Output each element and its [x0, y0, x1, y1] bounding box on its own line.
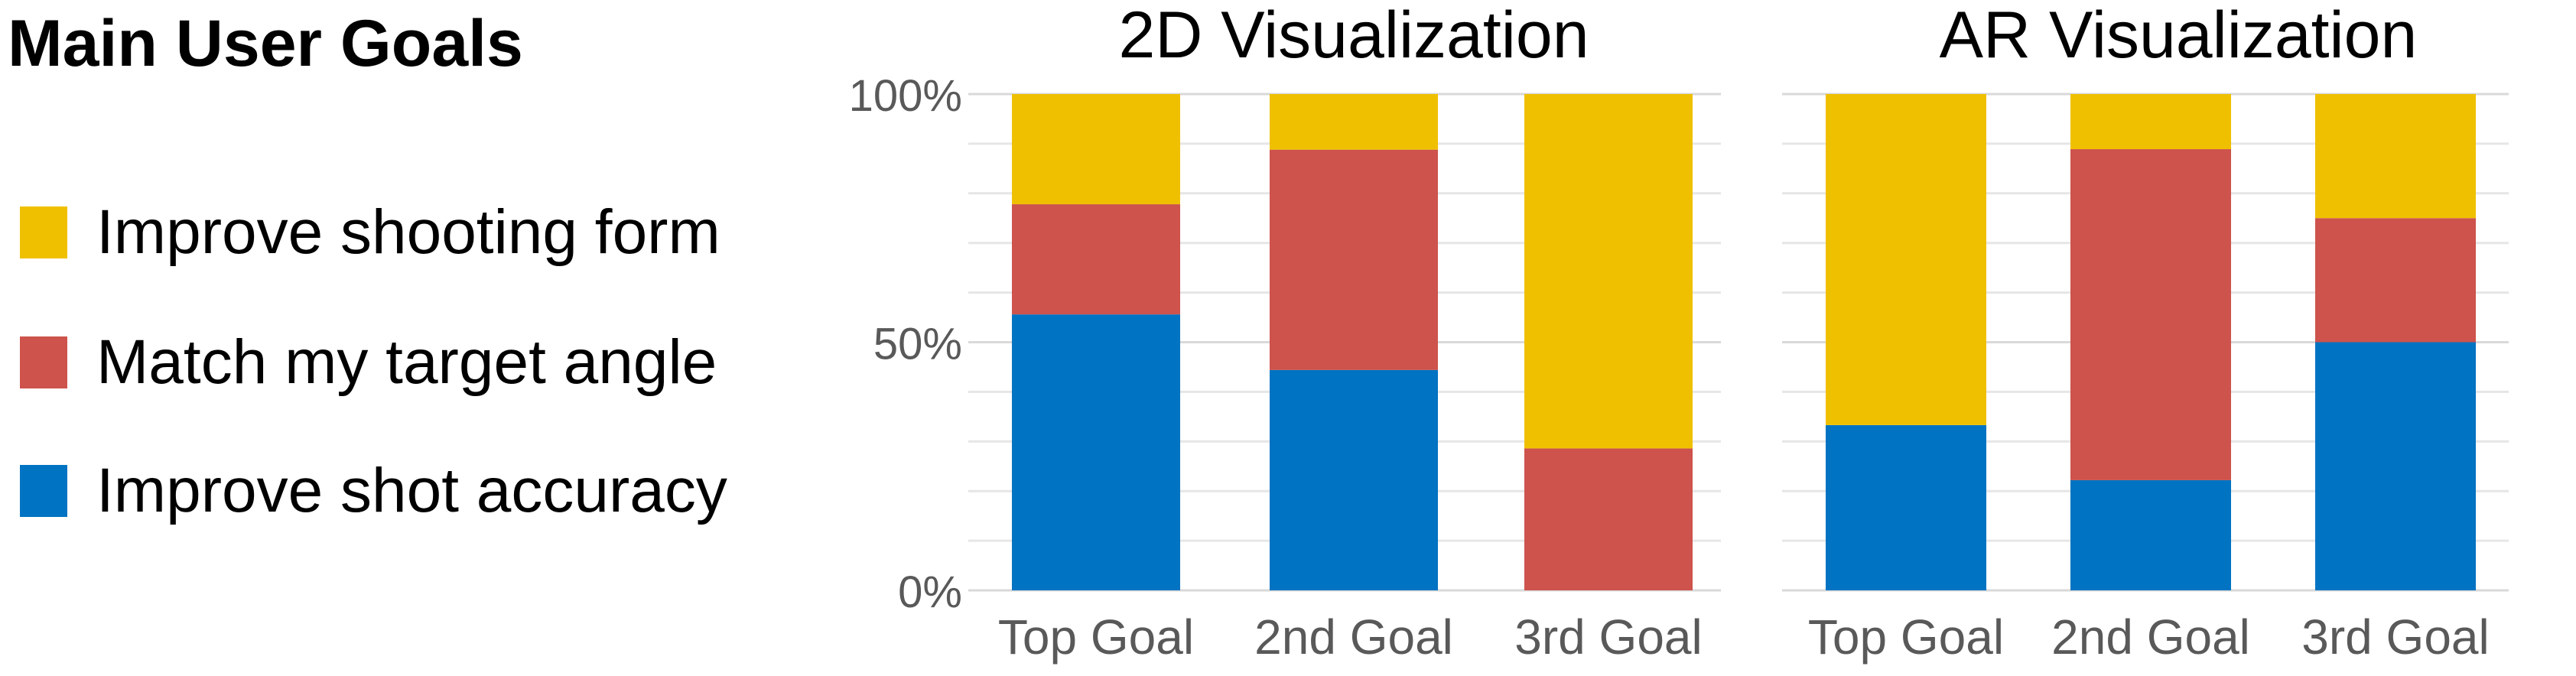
panel-2-bar-1-series-3 [1826, 94, 1986, 425]
panel-2-x-tick-label: 2nd Goal [2051, 609, 2250, 665]
legend-swatch-yellow [20, 206, 67, 258]
panel-2-bar-2-series-2 [2070, 149, 2231, 480]
panel-2-bar-3-series-3 [2315, 94, 2476, 219]
panel-1-bar-2-series-1 [1270, 369, 1438, 590]
legend-swatch-blue [20, 465, 67, 517]
panel-1-x-tick-label: Top Goal [998, 609, 1194, 665]
panel-1-x-tick-label: 3rd Goal [1514, 609, 1702, 665]
panel-2-bar-1-series-1 [1826, 424, 1986, 590]
panel-1-x-tick-label: 2nd Goal [1254, 609, 1453, 665]
panel-2-bar-3-series-2 [2315, 218, 2476, 343]
legend-swatch-red [20, 336, 67, 388]
panel-2-title: AR Visualization [1940, 0, 2418, 72]
panel-1-bar-3-series-3 [1524, 94, 1693, 449]
panel-1-bar-2-series-2 [1270, 149, 1438, 370]
panel-1-y-tick-label: 50% [873, 320, 962, 369]
panel-2-x-tick-label: 3rd Goal [2301, 609, 2489, 665]
panel-2-bar-3-series-1 [2315, 342, 2476, 590]
panel-2-bar-2-series-3 [2070, 94, 2231, 150]
legend-title: Main User Goals [8, 7, 523, 80]
panel-2-x-tick-label: Top Goal [1808, 609, 2004, 665]
panel-1-bar-1-series-1 [1012, 314, 1180, 590]
panel-1-bar-2-series-3 [1270, 94, 1438, 150]
panel-1-y-tick-label: 0% [898, 567, 962, 617]
panel-1-title: 2D Visualization [1118, 0, 1589, 72]
panel-1-y-tick-label: 100% [849, 71, 962, 121]
panel-1-bar-3-series-2 [1524, 448, 1693, 590]
legend-label: Improve shot accuracy [96, 456, 727, 525]
legend-label: Improve shooting form [96, 197, 720, 267]
panel-1-bar-1-series-3 [1012, 94, 1180, 205]
panel-2-bar-2-series-1 [2070, 479, 2231, 590]
legend-label: Match my target angle [96, 327, 717, 397]
panel-1-bar-1-series-2 [1012, 204, 1180, 315]
